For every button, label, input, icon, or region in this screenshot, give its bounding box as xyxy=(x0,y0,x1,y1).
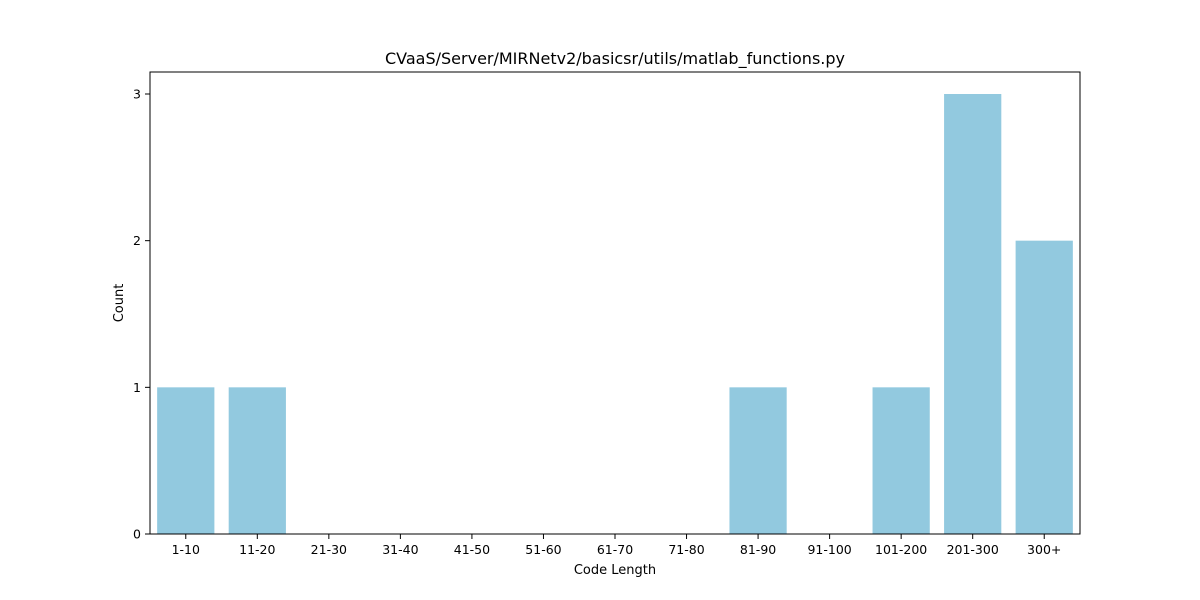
x-tick-label: 81-90 xyxy=(740,542,776,557)
x-tick-label: 71-80 xyxy=(668,542,704,557)
x-tick-label: 51-60 xyxy=(525,542,561,557)
x-tick-label: 11-20 xyxy=(239,542,275,557)
x-axis-label: Code Length xyxy=(574,563,656,578)
chart-title: CVaaS/Server/MIRNetv2/basicsr/utils/matl… xyxy=(385,49,845,69)
x-tick-label: 91-100 xyxy=(807,542,851,557)
y-tick-label: 0 xyxy=(133,527,141,542)
x-tick-label: 61-70 xyxy=(597,542,633,557)
x-tick-label: 31-40 xyxy=(382,542,418,557)
bar-101-200 xyxy=(872,387,930,534)
y-tick-label: 3 xyxy=(133,87,141,102)
x-axis: 1-10 11-20 21-30 31-40 41-50 51-60 61-70 71-80 8… xyxy=(172,534,1061,557)
bar-300+ xyxy=(1015,240,1073,534)
x-tick-label: 201-300 xyxy=(947,542,999,557)
y-axis: 0 1 2 3 xyxy=(133,87,150,542)
bar-11-20 xyxy=(228,387,286,534)
x-tick-label: 41-50 xyxy=(454,542,490,557)
y-tick-label: 1 xyxy=(133,380,141,395)
x-tick-label: 21-30 xyxy=(311,542,347,557)
bar-201-300 xyxy=(944,94,1002,534)
bars-group xyxy=(157,94,1073,534)
y-tick-label: 2 xyxy=(133,233,141,248)
bar-81-90 xyxy=(729,387,787,534)
x-tick-label: 1-10 xyxy=(172,542,200,557)
x-tick-label: 300+ xyxy=(1027,542,1061,557)
bar-1-10 xyxy=(157,387,215,534)
plot-frame xyxy=(149,71,1081,535)
y-axis-label: Count xyxy=(112,284,127,323)
x-tick-label: 101-200 xyxy=(875,542,927,557)
